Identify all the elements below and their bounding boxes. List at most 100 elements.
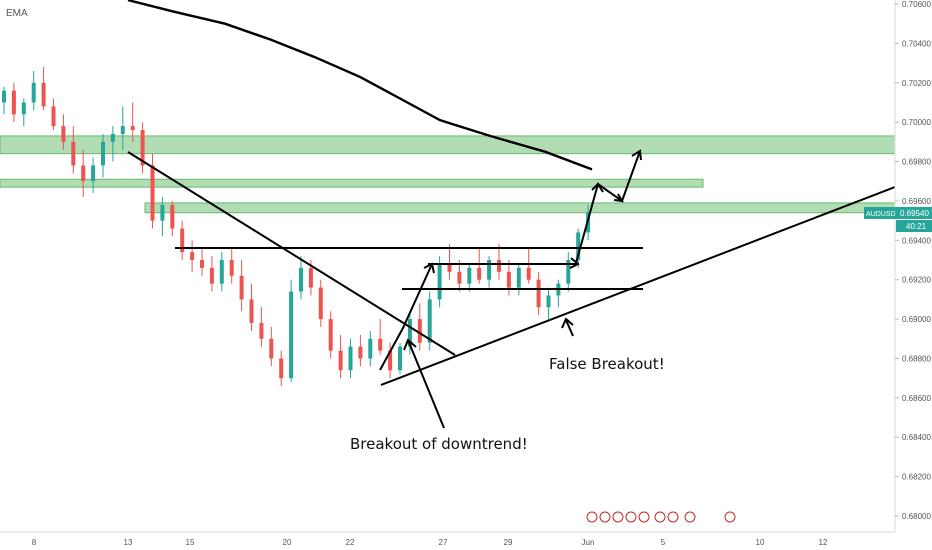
candle-body (269, 338, 274, 359)
event-flag-icon[interactable] (612, 511, 624, 523)
countdown: 40:21 (906, 222, 927, 231)
candle-body (467, 267, 472, 284)
x-tick-label: 13 (124, 538, 133, 547)
x-tick-label: 10 (756, 538, 765, 547)
candle-body (536, 279, 541, 308)
candle-body (61, 126, 66, 142)
candle-body (308, 267, 313, 288)
breakout-annotation: Breakout of downtrend! (350, 435, 528, 453)
candle-body (200, 260, 204, 268)
x-tick-label: 20 (283, 538, 292, 547)
candle-body (348, 346, 353, 371)
x-tick-label: 27 (439, 538, 448, 547)
candle-body (388, 350, 393, 371)
event-flag-icon[interactable] (599, 511, 611, 523)
candle-body (239, 275, 244, 300)
countdown-tag (896, 220, 932, 232)
candle-body (120, 126, 125, 134)
candle-body (506, 271, 511, 288)
candle-body (437, 263, 442, 300)
candle-body (427, 299, 432, 343)
price-zone (144, 202, 896, 214)
y-tick-label: 0.68000 (902, 512, 931, 521)
candle-body (190, 252, 195, 260)
candle-body (546, 295, 551, 308)
breakout-arrow-path (379, 263, 433, 371)
y-tick-label: 0.68600 (902, 394, 931, 403)
false-breakout-pointer (565, 319, 574, 337)
candle-body (487, 260, 492, 280)
candle-body (338, 350, 343, 371)
event-flag-icon[interactable] (654, 511, 666, 523)
downtrend-line (127, 151, 456, 356)
candle-body (497, 260, 501, 272)
x-tick-label: 8 (32, 538, 37, 547)
time-axis[interactable]: 8 13 15 20 22 27 29 Jun 5 10 12 (0, 531, 895, 547)
arrowhead (423, 262, 435, 274)
arrowhead (591, 182, 604, 193)
y-tick-label: 0.70600 (902, 0, 931, 9)
x-tick-label: 5 (661, 538, 666, 547)
y-tick-label: 0.68400 (902, 433, 931, 442)
symbol-price-tag (864, 207, 932, 219)
event-flag-icon[interactable] (586, 511, 598, 523)
candle-body (249, 299, 254, 324)
candle-body (170, 204, 175, 229)
uptrend-line (380, 186, 896, 386)
indicator-label[interactable]: EMA (6, 8, 28, 19)
economic-events[interactable] (586, 511, 736, 523)
candle-body (566, 260, 571, 284)
event-flag-icon[interactable] (638, 511, 650, 523)
x-tick-label: Jun (582, 538, 595, 547)
y-tick-label: 0.70200 (902, 79, 931, 88)
event-flag-icon[interactable] (625, 511, 637, 523)
candle-body (289, 291, 294, 379)
candle-body (41, 82, 46, 107)
event-flag-icon[interactable] (724, 511, 736, 523)
x-tick-label: 22 (346, 538, 355, 547)
candle-body (209, 267, 214, 284)
arrowhead (561, 317, 574, 329)
candle-body (51, 106, 56, 127)
candle-body (11, 90, 16, 115)
projection-arrow-path (575, 150, 641, 264)
candle-body (81, 165, 86, 182)
candle-body (368, 338, 373, 359)
event-flag-icon[interactable] (684, 511, 696, 523)
candle-body (407, 319, 412, 347)
x-tick-label: 15 (186, 538, 195, 547)
y-tick-label: 0.70000 (902, 118, 931, 127)
false-breakout-annotation: False Breakout! (549, 355, 665, 373)
arrowhead (569, 257, 580, 269)
support-resistance-zones (0, 135, 896, 214)
y-tick-label: 0.68200 (902, 473, 931, 482)
candle-body (140, 130, 145, 166)
price-zone (0, 178, 704, 188)
candle-body (378, 338, 383, 351)
candle-body (279, 358, 284, 379)
symbol-name: AUDUSD (866, 211, 896, 218)
candle-body (417, 319, 422, 343)
arrowhead (403, 338, 417, 351)
price-tags: AUDUSD 0.69540 40:21 (864, 207, 932, 232)
breakout-pointer (407, 339, 445, 429)
candle-body (477, 267, 482, 280)
candle-body (180, 228, 185, 253)
y-tick-label: 0.70400 (902, 39, 931, 48)
candle-body (576, 232, 581, 260)
candle-body (219, 260, 224, 284)
candle-body (516, 267, 521, 288)
arrowhead (631, 149, 642, 161)
candle-body (447, 263, 452, 272)
candle-body (328, 319, 333, 351)
candle-body (31, 82, 36, 103)
ema-line (127, 0, 593, 171)
candle-body (259, 323, 264, 339)
price-zone (0, 135, 896, 155)
candle-body (358, 346, 363, 359)
candle-body (526, 267, 531, 280)
candle-body (110, 133, 115, 142)
event-flag-icon[interactable] (667, 511, 679, 523)
price-axis[interactable]: 0.70600 0.70400 0.70200 0.70000 0.69800 0.696… (894, 0, 931, 532)
